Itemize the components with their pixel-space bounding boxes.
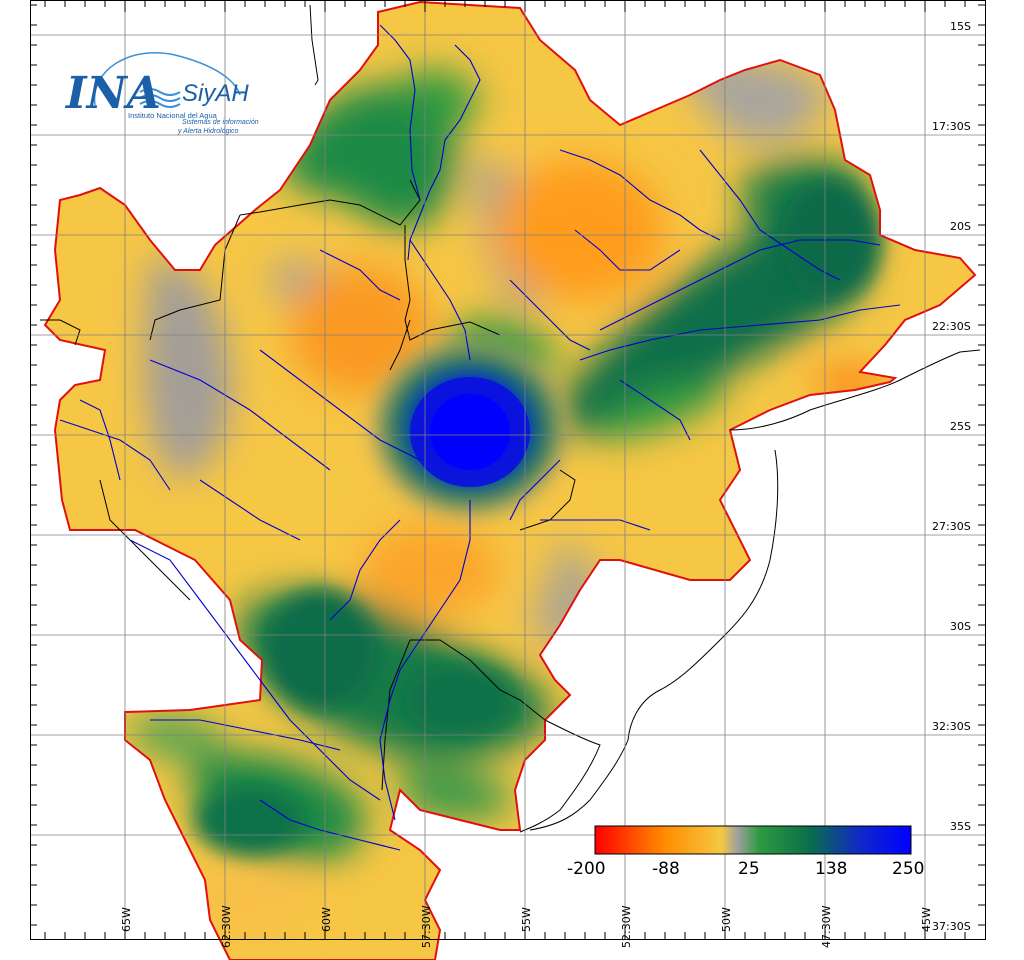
- lat-label: 35S: [950, 820, 971, 833]
- river-network: [59, 24, 901, 851]
- lat-label: 22:30S: [932, 320, 971, 333]
- lon-label: 60W: [320, 907, 333, 932]
- lat-label: 27:30S: [932, 520, 971, 533]
- lon-label: 55W: [520, 907, 533, 932]
- logo-ina-text: INA: [64, 68, 161, 119]
- graticule: [30, 0, 985, 940]
- colorbar-label: -200: [567, 859, 606, 879]
- lat-label: 25S: [950, 420, 971, 433]
- logo-swoosh-icon: [93, 52, 241, 106]
- lat-label: 17:30S: [932, 120, 971, 133]
- logo-tagline-2: y Alerta Hidrológico: [177, 128, 239, 135]
- basin-outline: [43, 0, 977, 960]
- colorbar-label: 25: [738, 859, 760, 879]
- lon-label: 62:30W: [220, 905, 233, 948]
- logo-tagline-1: Sistemas de información: [182, 119, 259, 126]
- lon-label: 47:30W: [820, 905, 833, 948]
- lon-label: 45W: [920, 907, 933, 932]
- axis-ticks: [30, 0, 985, 939]
- lon-label: 50W: [720, 907, 733, 932]
- logo-subtitle: Instituto Nacional del Agua: [128, 111, 218, 120]
- lat-label: 37:30S: [932, 920, 971, 933]
- coastline-and-borders: [40, 4, 981, 833]
- logo-wave-icon: [139, 88, 181, 108]
- colorbar: -200 -88 25 138 250: [567, 825, 924, 879]
- map-frame: [30, 0, 986, 940]
- colorbar-label: 138: [815, 859, 847, 879]
- longitude-labels: 65W 62:30W 60W 57:30W 55W 52:30W 50W 47:…: [120, 905, 933, 948]
- colorbar-label: -88: [652, 859, 680, 879]
- lat-label: 15S: [950, 20, 971, 33]
- lat-label: 30S: [950, 620, 971, 633]
- lon-label: 57:30W: [420, 905, 433, 948]
- ina-siyah-logo: INA SiyAH Instituto Nacional del Agua Si…: [64, 52, 259, 135]
- latitude-labels: 15S 17:30S 20S 22:30S 25S 27:30S 30S 32:…: [932, 20, 971, 933]
- logo-siyah-text: SiyAH: [182, 80, 249, 107]
- lon-label: 65W: [120, 907, 133, 932]
- lat-label: 32:30S: [932, 720, 971, 733]
- colorbar-label: 250: [892, 859, 924, 879]
- lon-label: 52:30W: [620, 905, 633, 948]
- lat-label: 20S: [950, 220, 971, 233]
- colorbar-gradient: [594, 825, 912, 855]
